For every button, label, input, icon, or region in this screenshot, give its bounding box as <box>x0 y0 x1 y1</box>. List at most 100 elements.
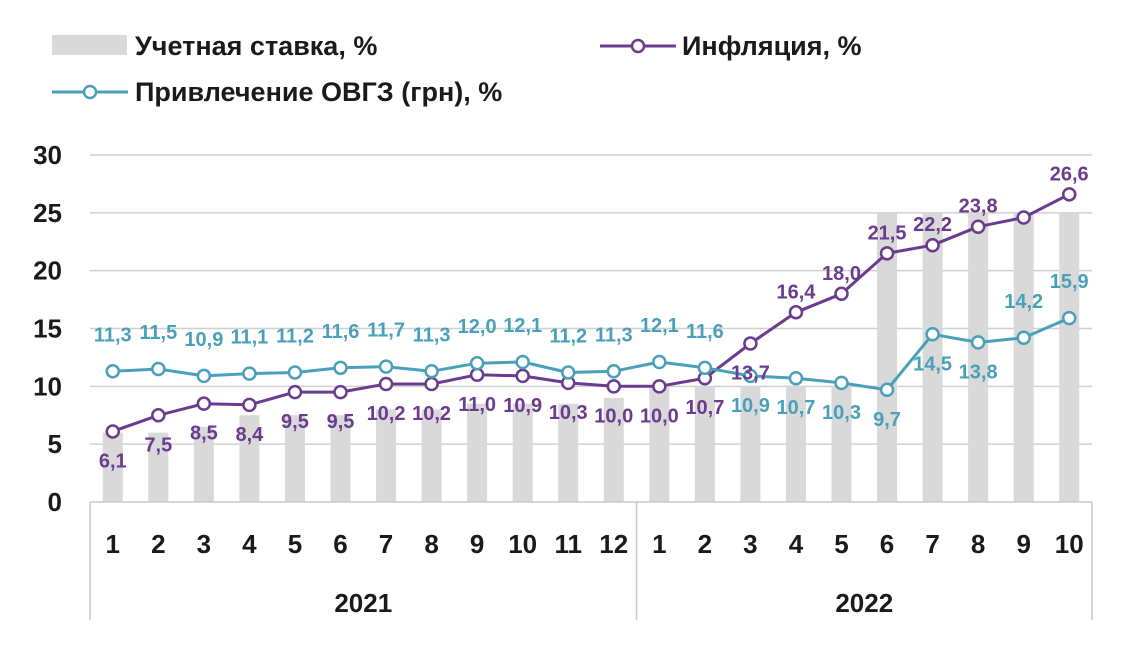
series-point <box>834 375 849 391</box>
x-tick-label: 4 <box>789 529 804 559</box>
data-label-ovgz: 11,3 <box>413 324 451 346</box>
series-point <box>333 360 348 376</box>
series-point <box>925 237 940 253</box>
series-point <box>105 364 121 379</box>
legend-label-inflation: Инфляция, % <box>682 31 862 61</box>
data-label-ovgz: 11,5 <box>139 322 177 344</box>
series-point <box>879 246 895 261</box>
series-point <box>105 424 121 439</box>
series-point <box>196 396 212 411</box>
bar <box>467 403 488 502</box>
x-group-label: 2022 <box>835 588 893 618</box>
data-label-inflation: 10,0 <box>594 405 633 427</box>
y-tick-label: 15 <box>33 314 62 344</box>
data-label-inflation: 22,2 <box>913 214 952 236</box>
x-tick-label: 8 <box>424 529 438 559</box>
data-labels: 6,1 7,5 8,5 8,4 9,5 9,5 10,2 10,2 11,0 10,9 10,3 10… <box>94 163 1089 472</box>
data-label-inflation: 9,5 <box>327 411 355 433</box>
x-tick-label: 3 <box>197 529 211 559</box>
legend: Учетная ставка, % Инфляция, % Привлечени… <box>52 31 862 107</box>
y-tick-label: 5 <box>48 429 62 459</box>
bar <box>558 403 579 502</box>
data-label-ovgz: 12,0 <box>458 316 497 338</box>
series-point <box>1061 187 1077 202</box>
inflation-series <box>105 187 1077 439</box>
legend-label-ovgz: Привлечение ОВГЗ (грн), % <box>135 77 502 107</box>
x-tick-label: 7 <box>379 529 393 559</box>
data-label-ovgz: 14,2 <box>1004 291 1043 313</box>
bar <box>603 397 624 502</box>
x-tick-label: 5 <box>834 529 848 559</box>
data-label-ovgz: 12,1 <box>640 315 679 337</box>
series-point <box>196 368 212 384</box>
data-label-ovgz: 10,7 <box>776 397 815 419</box>
x-tick-label: 6 <box>333 529 347 559</box>
series-point <box>378 376 394 392</box>
legend-marker-ovgz <box>82 84 98 100</box>
series-point <box>333 384 348 400</box>
x-tick-label: 8 <box>971 529 985 559</box>
series-line <box>112 192 1070 433</box>
bar <box>968 212 989 503</box>
bar <box>193 426 214 502</box>
data-label-ovgz: 10,9 <box>731 395 770 417</box>
series-point <box>970 335 986 350</box>
data-label-inflation: 6,1 <box>99 450 127 472</box>
data-label-ovgz: 11,2 <box>276 325 314 347</box>
y-tick-label: 10 <box>33 371 62 401</box>
series-point <box>378 359 394 374</box>
x-tick-label: 2 <box>698 529 712 559</box>
data-label-ovgz: 11,7 <box>367 320 405 342</box>
data-label-inflation: 13,7 <box>731 363 770 385</box>
series-point <box>515 354 530 370</box>
data-label-ovgz: 11,1 <box>230 327 268 349</box>
series-point <box>424 376 439 392</box>
x-tick-label: 5 <box>288 529 302 559</box>
data-label-inflation: 26,6 <box>1050 163 1089 185</box>
data-label-inflation: 16,4 <box>776 281 816 303</box>
data-label-inflation: 10,7 <box>685 397 724 419</box>
bar <box>877 212 898 503</box>
series-point <box>1016 210 1031 225</box>
data-label-inflation: 9,5 <box>281 411 309 433</box>
y-tick-label: 0 <box>48 487 62 517</box>
x-tick-label: 4 <box>242 529 257 559</box>
series-point <box>834 286 849 302</box>
bar <box>512 403 533 502</box>
x-tick-label: 6 <box>880 529 894 559</box>
data-label-ovgz: 11,6 <box>322 321 360 343</box>
data-label-ovgz: 11,2 <box>549 325 587 347</box>
series-point <box>652 354 667 370</box>
data-label-inflation: 18,0 <box>822 263 861 285</box>
ovgz-series <box>105 310 1077 398</box>
series-point <box>287 384 303 400</box>
series-line <box>112 316 1070 392</box>
series-point <box>151 361 166 377</box>
x-tick-label: 9 <box>470 529 484 559</box>
bar <box>1013 212 1034 503</box>
series-point <box>1016 330 1031 346</box>
bar <box>831 386 852 502</box>
series-point <box>743 368 758 384</box>
data-label-ovgz: 10,3 <box>822 402 861 424</box>
data-label-inflation: 7,5 <box>144 434 172 456</box>
series-point <box>560 365 576 380</box>
x-tick-label: 10 <box>508 529 537 559</box>
x-tick-label: 3 <box>743 529 757 559</box>
data-label-inflation: 10,9 <box>503 395 542 417</box>
bar <box>785 386 806 502</box>
x-group-label: 2021 <box>334 588 392 618</box>
data-label-ovgz: 13,8 <box>959 361 998 383</box>
data-label-ovgz: 11,6 <box>686 321 724 343</box>
series-point <box>743 336 758 351</box>
legend-swatch-bar <box>52 35 127 55</box>
y-tick-label: 25 <box>33 198 62 228</box>
data-label-inflation: 10,3 <box>549 402 588 424</box>
series-point <box>606 364 622 379</box>
x-tick-label: 10 <box>1055 529 1084 559</box>
data-label-inflation: 21,5 <box>868 222 907 244</box>
legend-label-bar: Учетная ставка, % <box>135 31 377 61</box>
series-point <box>788 305 804 320</box>
